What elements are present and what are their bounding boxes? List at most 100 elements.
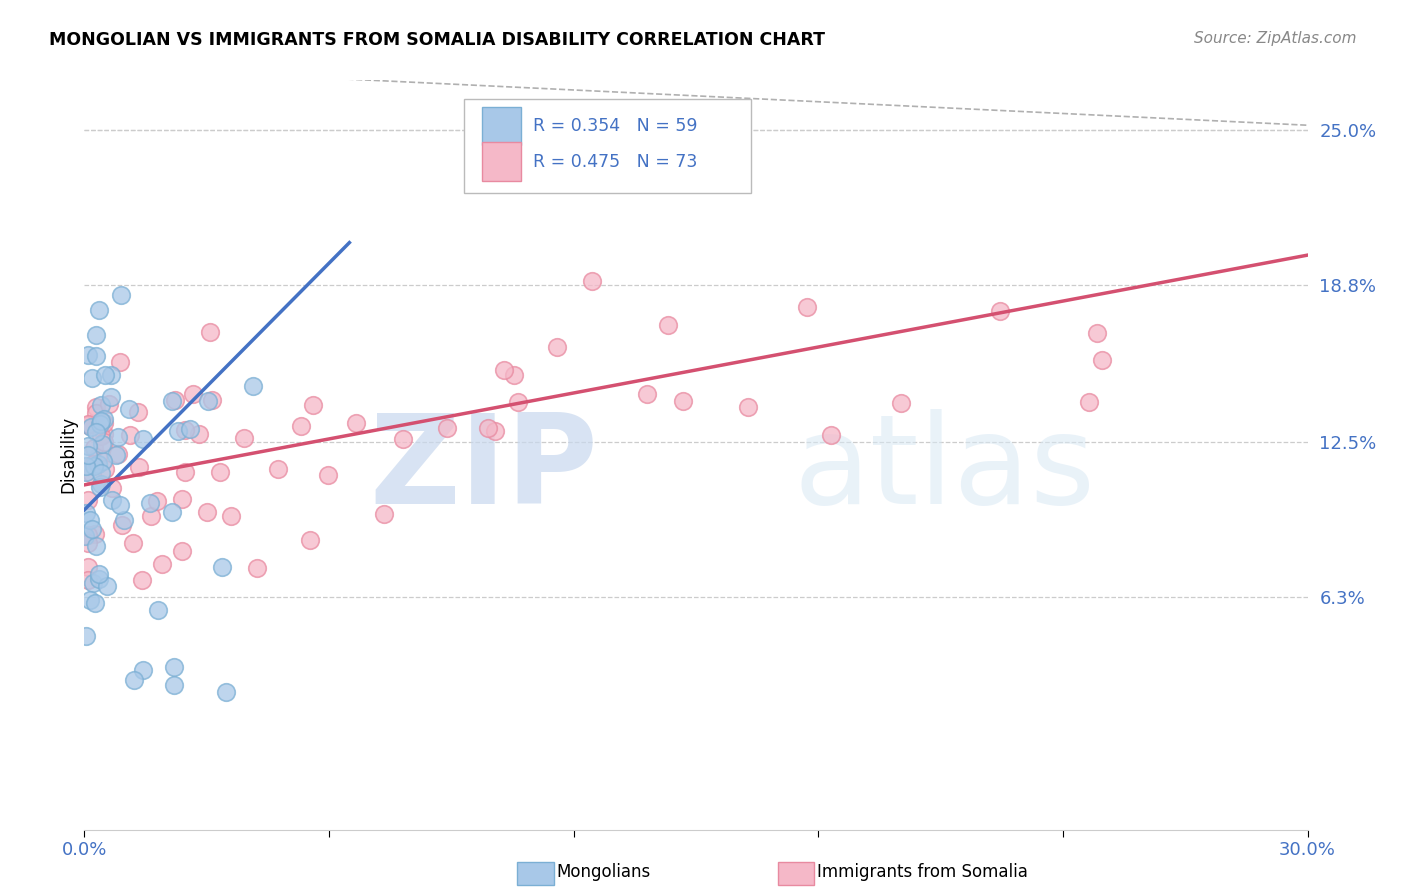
Point [132,664,155,678]
Point [100,390,122,404]
Point [737,400,759,414]
Point [484,424,506,438]
Point [162,660,184,674]
Point [242,379,264,393]
Point [84,596,107,610]
Point [93,411,115,425]
Point [195,505,218,519]
Point [1087,326,1109,340]
Point [90,398,112,412]
Point [80,420,103,434]
Point [150,557,173,571]
Point [77,493,100,508]
Point [112,513,135,527]
Point [162,505,184,519]
Point [197,394,219,409]
Point [94,368,117,382]
Point [84,349,107,363]
Point [82,458,104,472]
Point [101,481,124,495]
Point [546,341,568,355]
Point [101,492,124,507]
Text: R = 0.354   N = 59: R = 0.354 N = 59 [533,117,697,135]
Point [96,579,118,593]
Point [820,428,842,442]
Point [89,480,111,494]
Point [299,533,322,547]
Point [80,370,103,384]
Point [373,508,395,522]
Point [141,508,163,523]
Point [219,508,242,523]
Point [128,460,150,475]
Point [111,517,134,532]
Point [672,393,695,408]
Point [110,287,132,301]
FancyBboxPatch shape [482,106,522,145]
Point [502,368,524,382]
Point [84,526,107,541]
Point [163,393,186,408]
Point [122,673,145,687]
Point [87,457,110,471]
Point [174,465,197,479]
Point [93,434,115,449]
Text: atlas: atlas [794,409,1095,531]
Point [179,422,201,436]
Point [211,559,233,574]
Point [83,441,105,455]
Point [75,465,97,479]
Point [76,348,98,362]
Point [77,448,100,462]
Point [84,539,107,553]
Point [890,396,912,410]
Point [214,685,236,699]
FancyBboxPatch shape [482,143,522,181]
Point [988,304,1011,318]
Point [267,461,290,475]
Point [146,603,169,617]
Point [98,397,121,411]
Point [77,528,100,542]
Point [75,529,97,543]
Point [301,398,323,412]
Point [93,416,115,430]
Point [796,300,818,314]
Point [118,428,141,442]
Point [174,423,197,437]
Point [160,393,183,408]
Point [118,402,141,417]
Point [77,417,100,431]
Point [492,362,515,376]
Point [107,430,129,444]
Point [82,467,104,482]
Point [84,406,107,420]
Point [344,416,367,430]
Point [139,496,162,510]
Point [77,417,100,432]
Point [166,424,188,438]
Point [657,318,679,333]
Point [477,421,499,435]
Point [93,426,115,441]
Point [506,395,529,409]
Point [636,387,658,401]
Point [316,468,339,483]
Point [79,593,101,607]
Point [84,401,107,415]
Point [87,572,110,586]
Point [581,274,603,288]
Point [79,513,101,527]
Point [87,450,110,464]
Point [436,421,458,435]
Point [146,494,169,508]
Point [131,573,153,587]
Point [181,386,204,401]
Point [77,559,100,574]
Point [108,355,131,369]
Point [75,506,97,520]
Point [91,436,114,450]
Point [75,629,97,643]
Point [392,432,415,446]
Text: Mongolians: Mongolians [557,863,651,881]
